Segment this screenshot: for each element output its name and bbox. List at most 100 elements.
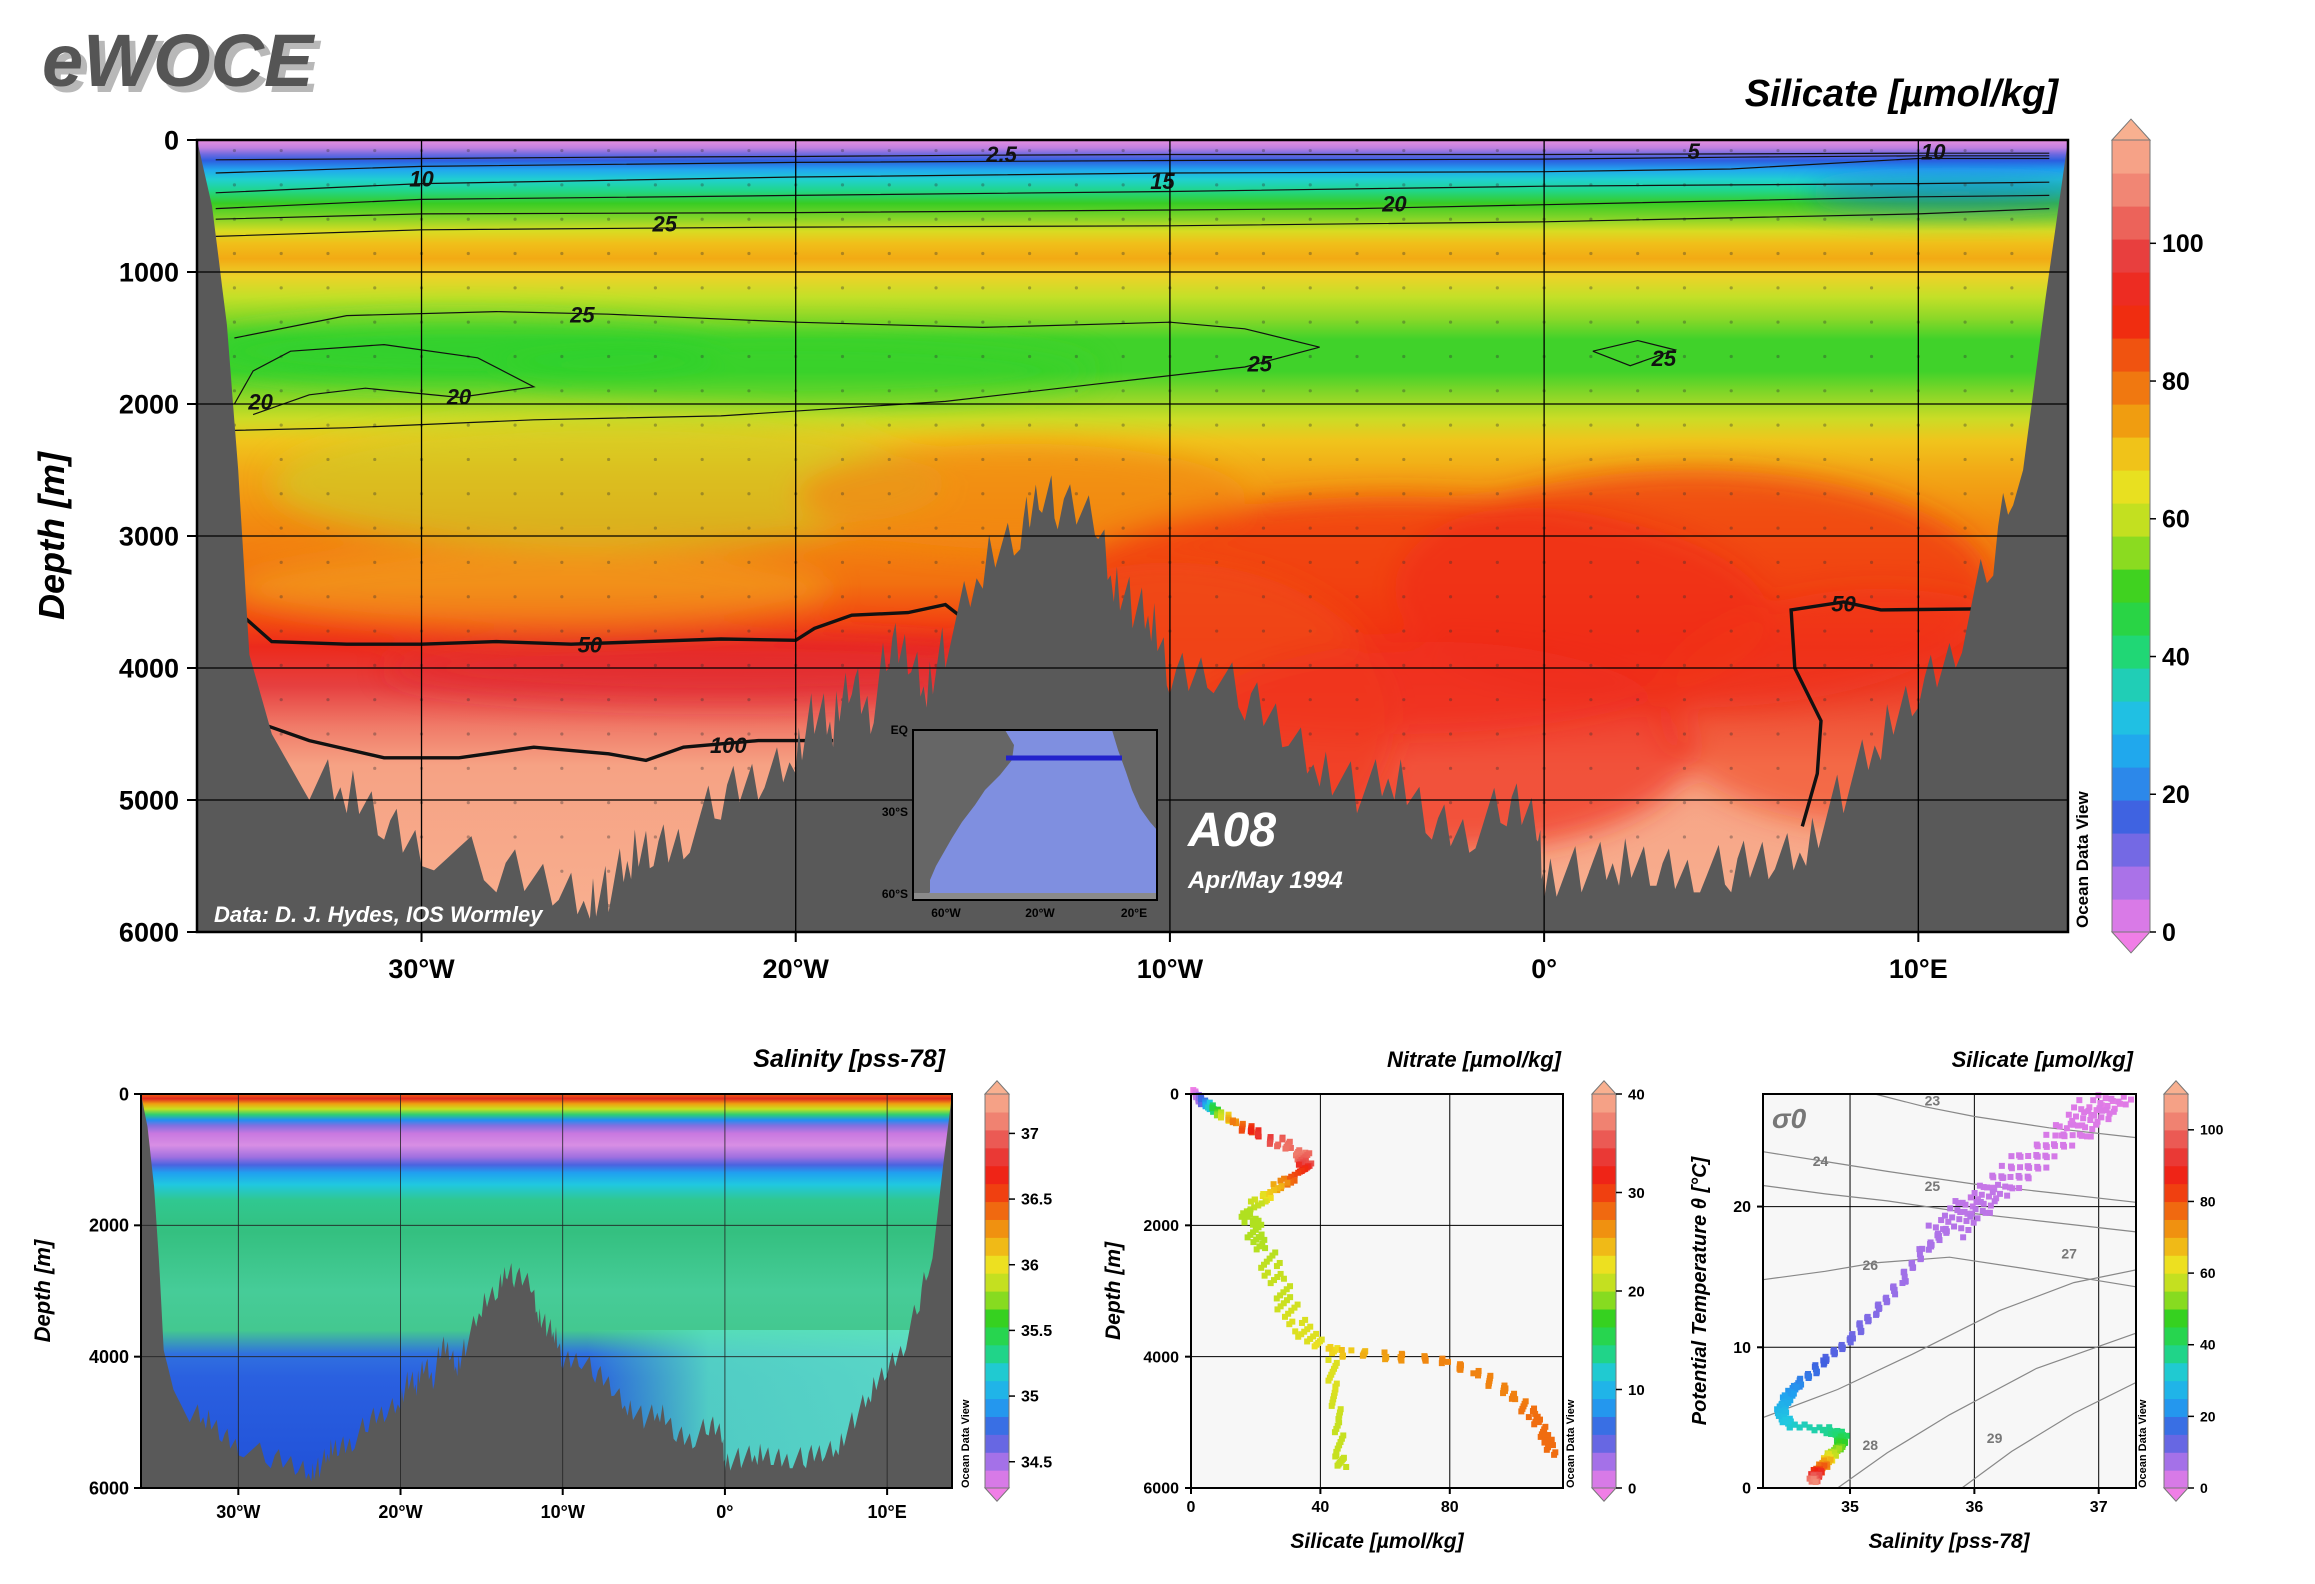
sample-dot	[1495, 423, 1499, 427]
sample-dot	[1355, 320, 1359, 324]
sample-dot	[1776, 354, 1780, 359]
ts-isopycnals: 23 24 25 26 27 28 29	[1762, 1092, 2137, 1489]
sample-dot	[607, 560, 611, 565]
sample-dot	[981, 320, 985, 324]
ts-point	[1943, 1228, 1950, 1235]
sample-dot	[1074, 251, 1078, 256]
sample-dot	[1729, 526, 1733, 530]
sample-dot	[1495, 560, 1499, 565]
sample-dot	[1963, 457, 1967, 462]
colorbar-step	[1592, 1452, 1616, 1471]
sample-dot	[1776, 423, 1780, 427]
sample-dot	[1776, 389, 1780, 393]
sample-dot	[887, 217, 891, 221]
nitrate-point	[1340, 1432, 1347, 1439]
colorbar-step	[2112, 437, 2150, 471]
sample-dot	[1261, 320, 1266, 324]
sample-dot	[1215, 595, 1219, 599]
sample-dot	[1402, 698, 1406, 702]
ts-point	[1831, 1349, 1838, 1356]
sample-dot	[1589, 766, 1593, 770]
sample-dot	[1448, 766, 1453, 770]
sample-dot	[747, 251, 751, 256]
sample-dot	[1121, 560, 1125, 565]
colorbar-step	[2164, 1308, 2188, 1328]
nitrate-point	[1325, 1356, 1332, 1363]
sample-dot	[607, 732, 611, 736]
ts-point	[1967, 1213, 1974, 1220]
sample-dot	[1589, 286, 1593, 290]
sample-dot	[1308, 492, 1312, 496]
colorbar-tick-label: 36.5	[1021, 1192, 1052, 1209]
sample-dot	[934, 629, 938, 633]
sample-dot	[607, 801, 611, 805]
sample-dot	[1776, 663, 1780, 667]
sample-dot	[887, 251, 891, 256]
sample-dot	[373, 629, 377, 633]
ts-point	[1823, 1356, 1830, 1363]
ts-point	[2090, 1097, 2097, 1104]
sample-dot	[1589, 732, 1593, 736]
nitrate-point	[1274, 1306, 1281, 1313]
sample-dot	[1729, 732, 1733, 736]
sample-dot	[1215, 148, 1219, 153]
colorbar-step	[985, 1255, 1009, 1274]
sample-dot	[1963, 629, 1967, 633]
y-tick-label: 4000	[119, 653, 179, 683]
sample-dot	[2010, 320, 2014, 324]
sample-dot	[279, 560, 283, 565]
sample-dot	[1776, 148, 1780, 153]
ts-point	[1775, 1412, 1782, 1419]
colorbar-tick-label: 30	[1628, 1185, 1645, 1202]
ts-point	[1928, 1241, 1935, 1248]
ts-point	[1774, 1406, 1781, 1413]
sample-dot	[2010, 286, 2014, 290]
nitrate-point	[1241, 1219, 1248, 1226]
ts-point	[2050, 1141, 2057, 1148]
colorbar-step	[2112, 701, 2150, 735]
salinity-frame	[140, 1093, 953, 1489]
sample-dot	[887, 560, 891, 565]
sample-dot	[2010, 423, 2014, 427]
sample-dot	[981, 286, 985, 290]
ts-point	[1836, 1445, 1843, 1452]
sample-dot	[1495, 698, 1499, 702]
sample-dot	[1776, 217, 1780, 221]
sample-dot	[747, 320, 751, 324]
sample-dot	[887, 389, 891, 393]
sample-dot	[1355, 595, 1359, 599]
contour-line	[233, 602, 966, 646]
ts-point	[1892, 1291, 1899, 1298]
ts-point	[2083, 1133, 2090, 1140]
sample-dot	[373, 354, 377, 359]
nitrate-point	[1382, 1356, 1389, 1363]
colorbar-step	[985, 1273, 1009, 1292]
x-tick-label: 35	[1841, 1499, 1859, 1516]
sample-dot	[1402, 183, 1406, 187]
sample-dot	[1495, 766, 1499, 770]
sample-dot	[279, 526, 283, 530]
sample-dot	[560, 423, 564, 427]
y-tick-label: 4000	[1143, 1349, 1179, 1366]
y-tick-label: 1000	[119, 257, 179, 287]
sample-dot	[1729, 801, 1733, 805]
sample-dot	[1448, 457, 1453, 462]
sample-dot	[513, 698, 517, 702]
sample-dot	[373, 732, 377, 736]
sample-dot	[1682, 251, 1687, 256]
nitrate-point	[1307, 1335, 1314, 1342]
sample-dot	[607, 286, 611, 290]
sample-dot	[1121, 423, 1125, 427]
colorbar-tick-label: 0	[1628, 1480, 1636, 1497]
ts-point	[1816, 1424, 1823, 1431]
sample-dot	[700, 217, 704, 221]
colorbar-tick-label: 100	[2162, 230, 2204, 258]
nitrate-point	[1269, 1252, 1276, 1259]
nitrate-point	[1264, 1269, 1271, 1276]
inset-south-america	[913, 730, 1014, 900]
sample-dot	[840, 663, 845, 667]
sample-dot	[1636, 492, 1640, 496]
sample-dot	[1448, 389, 1453, 393]
sample-dot	[1308, 457, 1312, 462]
